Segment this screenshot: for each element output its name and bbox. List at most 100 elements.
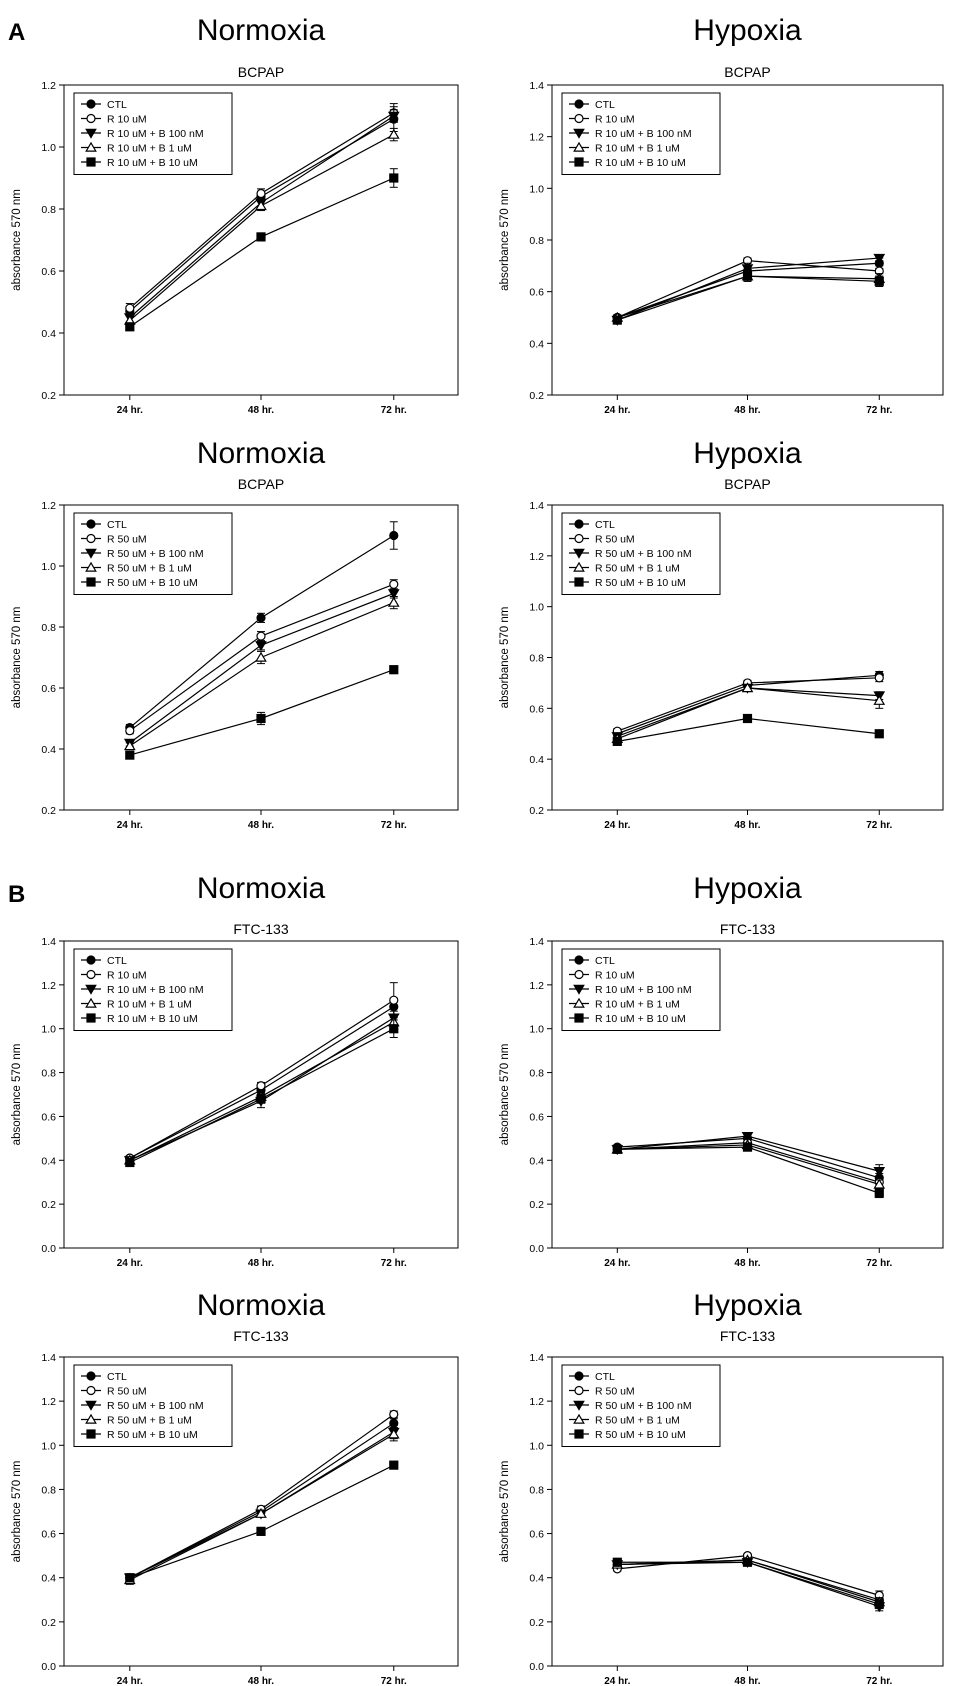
legend-marker <box>86 533 96 544</box>
data-point <box>387 128 400 139</box>
x-tick-label: 72 hr. <box>381 1258 407 1269</box>
panel-heading: Hypoxia <box>693 1289 802 1322</box>
y-tick-label: 1.2 <box>529 980 544 992</box>
data-point <box>741 264 754 275</box>
data-point <box>389 579 399 589</box>
series-line <box>617 275 880 319</box>
legend-marker <box>86 1429 96 1439</box>
panel-heading: Normoxia <box>197 14 326 47</box>
x-tick-label: 48 hr. <box>734 820 760 831</box>
data-point <box>389 1409 399 1419</box>
legend-label: R 10 uM <box>595 113 635 125</box>
y-tick-label: 1.2 <box>41 500 56 512</box>
legend-box <box>561 92 721 175</box>
y-tick-label: 1.0 <box>529 183 544 195</box>
chart-panel: Normoxia FTC-133 0.0 0.2 0.4 0.6 0.8 1.0 1.2 1.4 2… <box>11 872 459 1269</box>
y-axis-label: absorbance 570 nm <box>499 1461 511 1563</box>
legend-marker <box>574 113 584 124</box>
legend-marker <box>574 1371 584 1381</box>
data-point <box>256 1526 266 1536</box>
legend-label: R 50 uM + B 100 nM <box>107 548 204 560</box>
panel-heading: Hypoxia <box>693 872 802 905</box>
y-tick-label: 0.8 <box>529 235 544 247</box>
y-tick-label: 1.2 <box>41 1396 56 1408</box>
panel-heading: Normoxia <box>197 437 326 470</box>
chart-title: FTC-133 <box>720 1328 775 1344</box>
legend: CTL R 10 uM R 10 uM + B 100 nM R 10 uM + B … <box>73 92 233 175</box>
x-tick-label: 48 hr. <box>734 405 760 416</box>
y-tick-label: 1.2 <box>41 980 56 992</box>
legend-label: R 10 uM + B 100 nM <box>107 128 204 140</box>
legend-marker <box>86 1013 96 1023</box>
legend-marker <box>86 519 96 529</box>
y-tick-label: 0.6 <box>529 1111 544 1123</box>
chart-panel: Normoxia FTC-133 0.0 0.2 0.4 0.6 0.8 1.0 1.2 1.4 2… <box>11 1289 459 1686</box>
legend-box <box>561 1364 721 1447</box>
y-tick-label: 0.4 <box>529 754 544 766</box>
y-tick-label: 1.0 <box>41 561 56 573</box>
chart-title: FTC-133 <box>233 921 288 937</box>
y-tick-label: 0.0 <box>41 1661 56 1673</box>
x-tick-label: 24 hr. <box>604 1676 630 1686</box>
y-axis-label: absorbance 570 nm <box>11 607 23 709</box>
y-tick-label: 0.0 <box>41 1243 56 1255</box>
y-tick-label: 1.0 <box>41 1440 56 1452</box>
legend-label: R 50 uM <box>595 1385 635 1397</box>
legend-marker <box>85 1400 97 1411</box>
data-point <box>741 1131 754 1142</box>
legend-label: R 50 uM + B 100 nM <box>107 1400 204 1412</box>
y-tick-label: 0.4 <box>529 338 544 350</box>
y-tick-label: 0.2 <box>41 390 56 402</box>
legend-label: R 50 uM + B 1 uM <box>595 1414 680 1426</box>
data-point <box>125 1573 135 1583</box>
y-tick-label: 1.2 <box>529 551 544 563</box>
chart-panel: Normoxia BCPAP 0.2 0.4 0.6 0.8 1.0 1.2 24 hr. 48 … <box>11 437 459 831</box>
y-tick-label: 0.4 <box>41 1155 56 1167</box>
data-point <box>389 173 399 183</box>
y-axis-label: absorbance 570 nm <box>499 1044 511 1146</box>
data-point <box>389 1460 399 1470</box>
y-tick-label: 0.6 <box>529 1529 544 1541</box>
data-point <box>389 1024 399 1034</box>
y-tick-label: 0.8 <box>529 1068 544 1080</box>
data-point <box>125 750 135 760</box>
legend: CTL R 10 uM R 10 uM + B 100 nM R 10 uM + B … <box>73 948 233 1031</box>
data-series <box>123 596 400 751</box>
legend-marker <box>573 141 585 152</box>
y-tick-label: 1.4 <box>529 500 544 512</box>
legend-label: R 10 uM + B 10 uM <box>595 157 686 169</box>
x-tick-label: 24 hr. <box>604 820 630 831</box>
data-point <box>389 995 399 1005</box>
legend-marker <box>85 128 97 139</box>
data-point <box>256 232 266 242</box>
x-tick-label: 72 hr. <box>866 820 892 831</box>
legend-marker <box>574 1385 584 1396</box>
legend-label: R 10 uM <box>595 969 635 981</box>
legend-marker <box>574 1013 584 1023</box>
y-tick-label: 0.8 <box>41 204 56 216</box>
legend-marker <box>574 955 584 965</box>
legend-label: R 10 uM + B 1 uM <box>595 998 680 1010</box>
series-line <box>617 1561 880 1607</box>
data-series <box>123 588 400 749</box>
data-point <box>873 1178 886 1189</box>
legend-marker <box>86 969 96 980</box>
x-tick-label: 48 hr. <box>248 820 274 831</box>
data-series <box>612 1142 884 1199</box>
legend-label: CTL <box>107 1371 127 1383</box>
legend-label: CTL <box>595 955 615 967</box>
data-point <box>389 665 399 675</box>
data-point <box>742 271 753 281</box>
y-tick-label: 1.0 <box>529 1440 544 1452</box>
data-point <box>873 694 886 705</box>
legend-label: R 50 uM <box>107 533 147 545</box>
legend-box <box>561 512 721 595</box>
y-tick-label: 0.8 <box>41 622 56 634</box>
chart-panel: Hypoxia FTC-133 0.0 0.2 0.4 0.6 0.8 1.0 1.2 1.4 24… <box>499 1289 944 1686</box>
data-point <box>742 713 753 724</box>
legend-label: CTL <box>595 1371 615 1383</box>
legend-label: CTL <box>107 519 127 531</box>
series-line <box>129 1464 395 1579</box>
legend: CTL R 50 uM R 50 uM + B 100 nM R 50 uM + B … <box>73 1364 233 1447</box>
legend-marker <box>573 128 585 139</box>
